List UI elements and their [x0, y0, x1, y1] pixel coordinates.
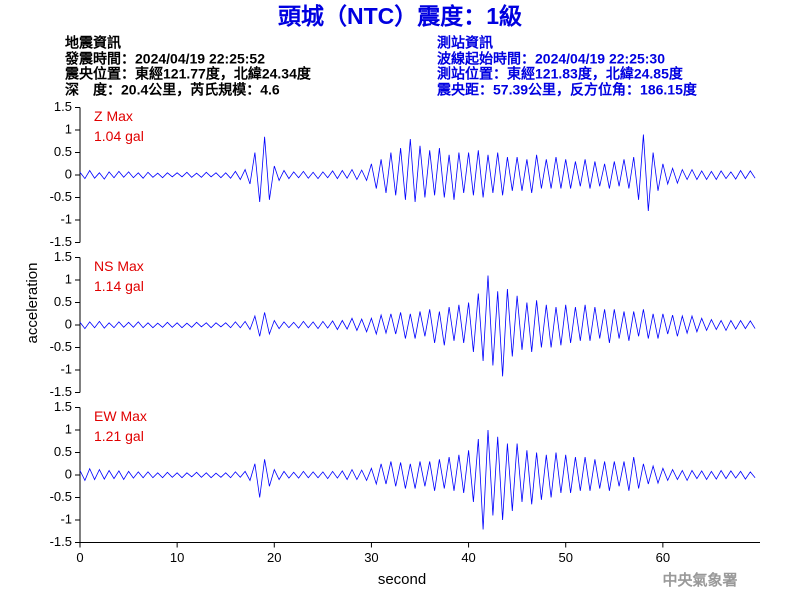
y-tick-label: 1	[65, 421, 72, 436]
trace-name: NS Max	[94, 258, 144, 274]
info-right: 測站位置：東經121.83度，北緯24.85度	[437, 66, 684, 82]
y-tick-label: -0.5	[50, 489, 72, 504]
y-tick-label: -0.5	[50, 189, 72, 204]
x-axis-label: second	[378, 571, 426, 588]
x-tick-label: 40	[461, 550, 475, 565]
y-tick-label: 0.5	[54, 294, 72, 309]
footer: 中央氣象署	[662, 571, 737, 589]
y-tick-label: 1	[65, 271, 72, 286]
peak-label: 1.04 gal	[94, 128, 144, 144]
y-tick-label: 1.5	[54, 249, 72, 264]
info-left: 地震資訊	[65, 35, 121, 51]
y-tick-label: -0.5	[50, 339, 72, 354]
peak-label: 1.21 gal	[94, 428, 144, 444]
x-tick-label: 60	[656, 550, 670, 565]
y-tick-label: 0.5	[54, 444, 72, 459]
waveform	[79, 429, 756, 530]
y-tick-label: 1.5	[54, 99, 72, 114]
y-tick-label: 0	[65, 466, 72, 481]
info-left: 震央位置：東經121.77度，北緯24.34度	[64, 66, 312, 82]
waveform	[79, 134, 756, 212]
x-tick-label: 50	[558, 550, 572, 565]
y-tick-label: -1	[60, 211, 72, 226]
x-tick-label: 20	[267, 550, 281, 565]
info-left: 深 度：20.4公里，芮氏規模：4.6	[65, 82, 280, 98]
y-tick-label: 0.5	[54, 144, 72, 159]
x-tick-label: 30	[364, 550, 378, 565]
trace-name: EW Max	[94, 408, 147, 424]
y-tick-label: -1	[60, 361, 72, 376]
chart-title: 頭城（NTC）震度：1級	[278, 3, 522, 29]
y-tick-label: -1	[60, 511, 72, 526]
y-tick-label: 1.5	[54, 399, 72, 414]
waveform	[79, 275, 756, 377]
peak-label: 1.14 gal	[94, 278, 144, 294]
trace-name: Z Max	[94, 108, 133, 124]
y-tick-label: 0	[65, 316, 72, 331]
info-right: 波線起始時間：2024/04/19 22:25:30	[437, 51, 665, 67]
info-right: 測站資訊	[437, 35, 493, 51]
y-tick-label: -1.5	[50, 234, 72, 249]
info-left: 發震時間：2024/04/19 22:25:52	[64, 51, 265, 67]
x-tick-label: 10	[170, 550, 184, 565]
x-tick-label: 0	[76, 550, 83, 565]
y-tick-label: -1.5	[50, 534, 72, 549]
info-right: 震央距：57.39公里，反方位角：186.15度	[436, 82, 698, 98]
y-tick-label: -1.5	[50, 384, 72, 399]
y-axis-label: acceleration	[24, 263, 41, 344]
y-tick-label: 0	[65, 166, 72, 181]
y-tick-label: 1	[65, 121, 72, 136]
